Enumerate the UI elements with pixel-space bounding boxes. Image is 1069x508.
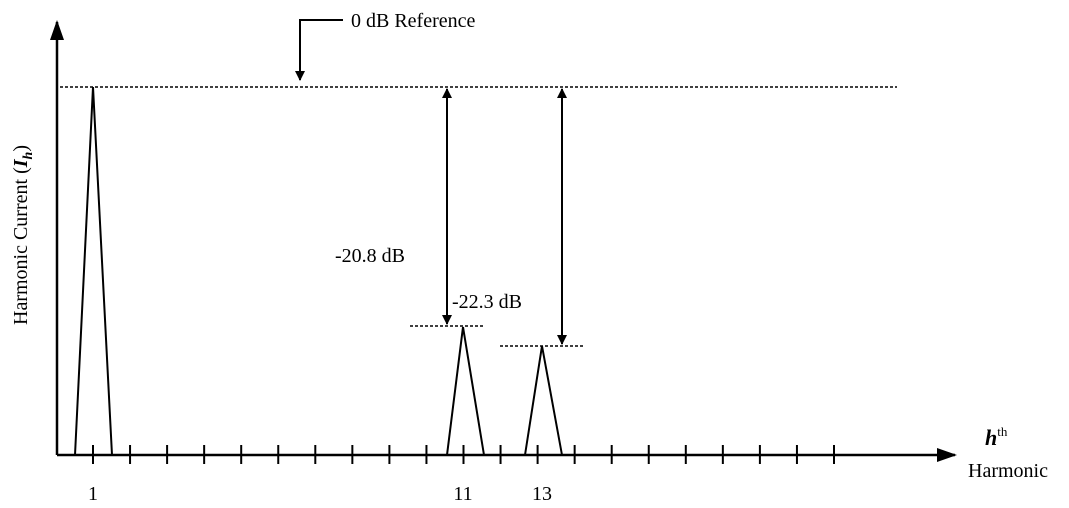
tick-label: 13 xyxy=(532,483,552,505)
annotation: -22.3 dB xyxy=(452,291,522,313)
x-axis-symbol: hth xyxy=(985,424,1008,450)
tick-label: 1 xyxy=(88,483,98,505)
y-axis-label: Harmonic Current (Ih) xyxy=(10,145,36,325)
peak xyxy=(75,87,112,455)
peak xyxy=(525,346,562,455)
diagram: 0 dB Reference -20.8 dB -22.3 dB 1 11 13… xyxy=(0,0,1069,508)
x-axis-label: Harmonic xyxy=(968,460,1048,482)
reference-pointer xyxy=(300,20,343,80)
annotation: -20.8 dB xyxy=(335,245,405,267)
tick-marks xyxy=(93,445,834,464)
reference-label: 0 dB Reference xyxy=(351,10,476,32)
peak xyxy=(447,327,484,455)
tick-label: 11 xyxy=(453,483,472,505)
